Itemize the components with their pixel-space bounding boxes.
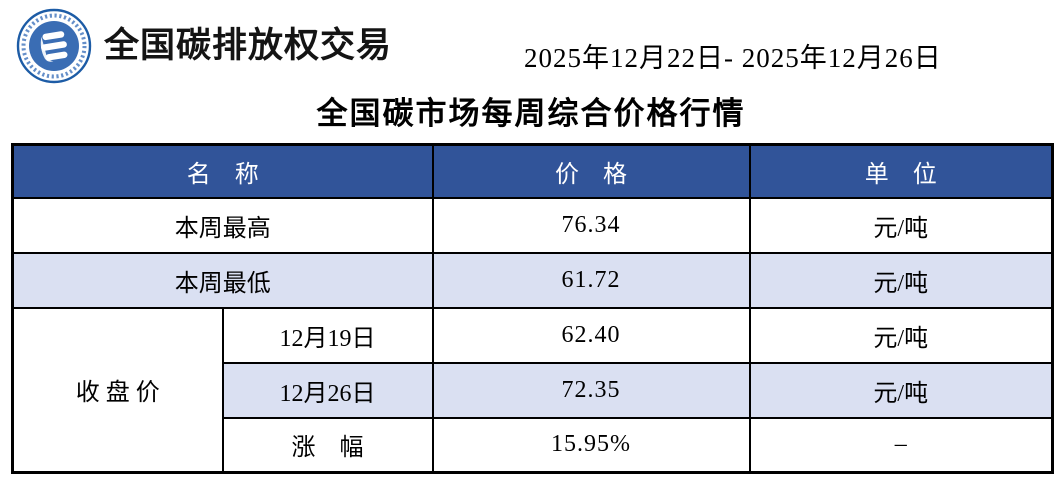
row-price: 15.95%	[431, 416, 751, 474]
row-unit: 元/吨	[748, 196, 1054, 254]
row-label: 本周最高	[11, 196, 434, 254]
table-header-row: 名 称 价 格 单 位	[11, 143, 1054, 199]
row-label: 12月19日	[221, 306, 434, 364]
row-unit: 元/吨	[748, 361, 1054, 419]
row-unit: 元/吨	[748, 306, 1054, 364]
brand-title: 全国碳排放权交易	[104, 26, 393, 65]
col-header-unit: 单 位	[748, 143, 1054, 199]
page-title: 全国碳市场每周综合价格行情	[316, 96, 746, 131]
row-price: 72.35	[431, 361, 751, 419]
row-price: 61.72	[431, 251, 751, 309]
row-price: 76.34	[431, 196, 751, 254]
row-price: 62.40	[431, 306, 751, 364]
table-row-change-pct: 涨 幅 15.95% –	[13, 416, 1054, 474]
col-header-name: 名 称	[11, 143, 434, 199]
row-unit: –	[748, 416, 1054, 474]
weekly-price-table: 名 称 价 格 单 位 本周最高 76.34 元/吨 本周最低 61.72 元/…	[11, 143, 1054, 474]
brand: 全国碳排放权交易	[16, 8, 392, 84]
table-row-week-low: 本周最低 61.72 元/吨	[11, 251, 1054, 309]
row-label: 12月26日	[221, 361, 434, 419]
col-header-price: 价 格	[431, 143, 751, 199]
table-row-week-high: 本周最高 76.34 元/吨	[11, 196, 1054, 254]
closing-price-group-label: 收 盘 价	[11, 306, 224, 474]
table-row-close-dec26: 12月26日 72.35 元/吨	[13, 361, 1054, 419]
date-range: 2025年12月22日- 2025年12月26日	[524, 43, 942, 73]
exchange-seal-icon	[16, 8, 92, 84]
top-banner: 全国碳排放权交易 2025年12月22日- 2025年12月26日	[0, 0, 1062, 92]
row-label: 本周最低	[11, 251, 434, 309]
row-label: 涨 幅	[221, 416, 434, 474]
table-row-close-dec19: 收 盘 价 12月19日 62.40 元/吨	[11, 306, 1054, 474]
row-unit: 元/吨	[748, 251, 1054, 309]
